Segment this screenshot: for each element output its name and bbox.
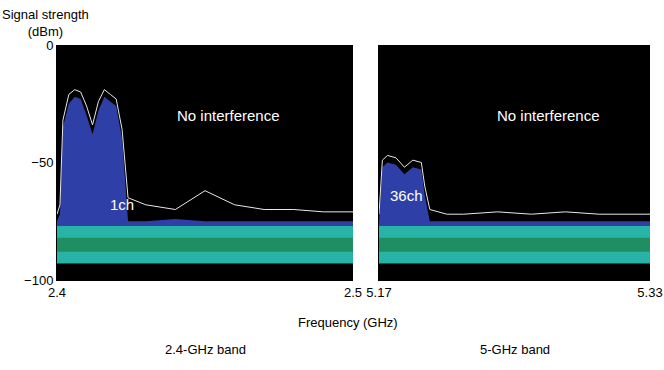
svg-text:Frequency (GHz): Frequency (GHz) — [298, 315, 398, 330]
svg-text:2.5: 2.5 — [344, 285, 362, 300]
svg-text:−50: −50 — [31, 155, 53, 170]
svg-text:0: 0 — [46, 38, 53, 53]
svg-text:1ch: 1ch — [110, 196, 134, 213]
svg-text:2.4-GHz band: 2.4-GHz band — [165, 342, 246, 357]
svg-text:No interference: No interference — [177, 107, 280, 124]
svg-text:5.17: 5.17 — [366, 285, 391, 300]
svg-text:Signal strength(dBm): Signal strength(dBm) — [2, 7, 89, 39]
svg-text:2.4: 2.4 — [48, 285, 66, 300]
svg-text:−100: −100 — [24, 273, 53, 288]
svg-text:36ch: 36ch — [390, 187, 423, 204]
svg-text:5-GHz band: 5-GHz band — [480, 342, 550, 357]
svg-text:5.33: 5.33 — [637, 285, 662, 300]
svg-text:No interference: No interference — [497, 107, 600, 124]
